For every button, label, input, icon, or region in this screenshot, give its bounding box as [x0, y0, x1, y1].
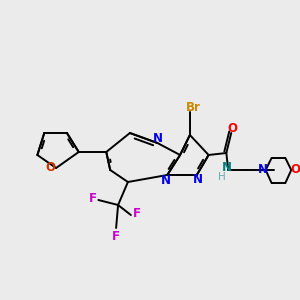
Text: Br: Br [185, 101, 200, 114]
Text: O: O [290, 164, 300, 176]
Text: F: F [112, 230, 120, 243]
Text: N: N [161, 174, 171, 187]
Text: O: O [227, 122, 237, 135]
Text: H: H [218, 172, 226, 182]
Text: F: F [89, 192, 97, 206]
Text: N: N [222, 161, 232, 174]
Text: N: N [153, 132, 163, 145]
Text: F: F [132, 207, 140, 220]
Text: N: N [193, 173, 203, 186]
Text: N: N [258, 164, 268, 176]
Text: O: O [46, 161, 56, 175]
